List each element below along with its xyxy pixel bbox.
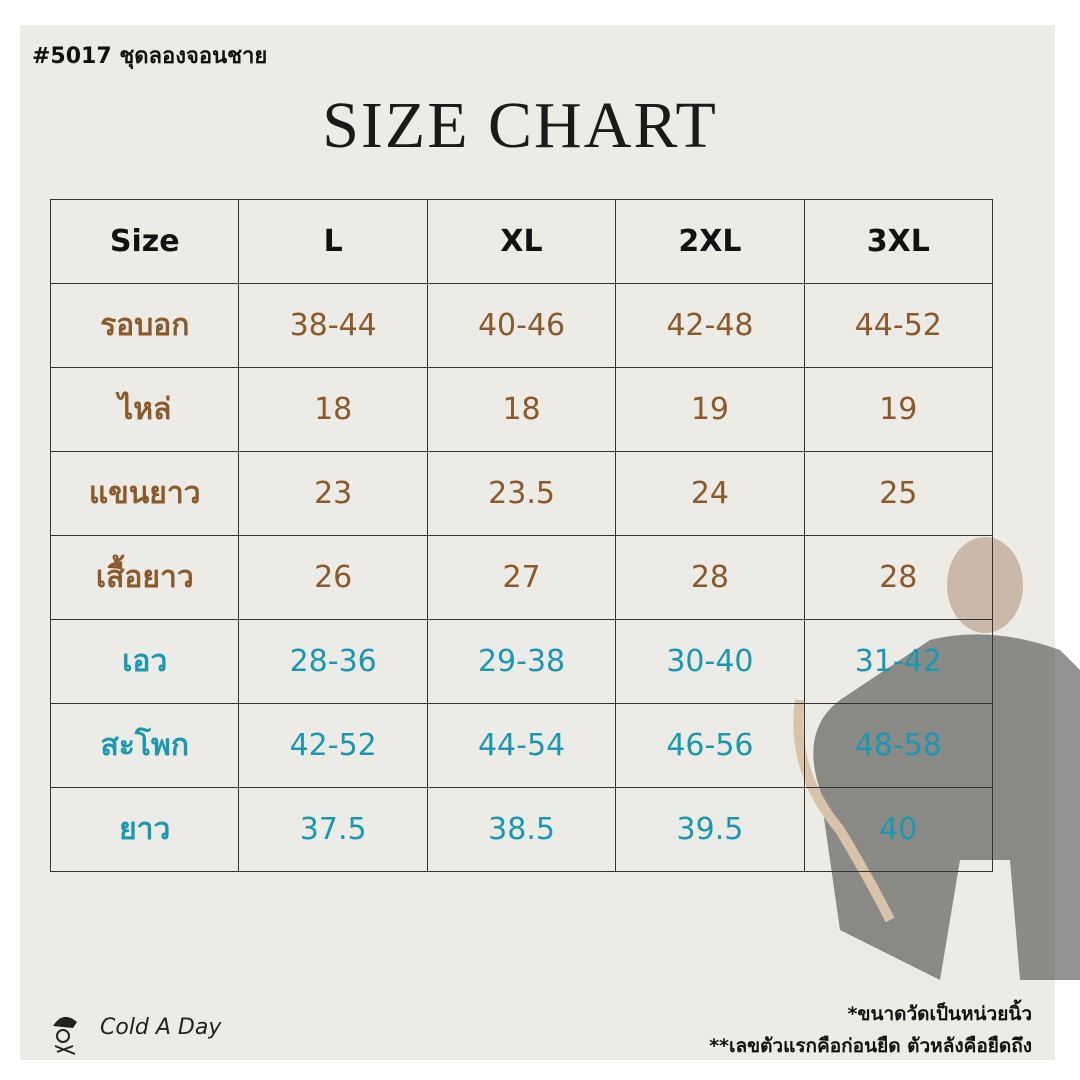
note: *ขนาดวัดเป็นหน่วยนิ้ว (847, 1003, 1032, 1025)
cell: 24 (615, 451, 805, 536)
cell: 39.5 (615, 787, 805, 872)
cell: 19 (615, 367, 805, 452)
cell: 25 (803, 451, 994, 536)
cell: 37.5 (238, 787, 428, 872)
cell: 44-52 (803, 283, 994, 368)
table-row: ไหล่ 18 18 19 19 (49, 367, 994, 452)
cell: 28 (615, 535, 805, 620)
table-row: รอบอก 38-44 40-46 42-48 44-52 (49, 283, 994, 368)
row-label: เสื้อยาว (49, 535, 240, 620)
table-row: สะโพก 42-52 44-54 46-56 48-58 (49, 703, 994, 788)
cell: 29-38 (426, 619, 617, 704)
cell: 42-52 (238, 703, 428, 788)
cell: 38.5 (426, 787, 617, 872)
cell: 46-56 (615, 703, 805, 788)
row-label: ไหล่ (49, 367, 240, 452)
cell: 40 (803, 787, 994, 872)
cell: 28-36 (238, 619, 428, 704)
notes: *ขนาดวัดเป็นหน่วยนิ้ว **เลขตัวแรกคือก่อน… (709, 998, 1032, 1062)
cell: 23 (238, 451, 428, 536)
table-row: เอว 28-36 29-38 30-40 31-42 (49, 619, 994, 704)
brand-name: Cold A Day (100, 1015, 222, 1040)
cell: 38-44 (238, 283, 428, 368)
title: SIZE CHART (322, 89, 718, 162)
cell: 48-58 (803, 703, 994, 788)
cell: 18 (238, 367, 428, 452)
row-label: แขนยาว (49, 451, 240, 536)
table-row: เสื้อยาว 26 27 28 28 (49, 535, 994, 620)
cell: 31-42 (803, 619, 994, 704)
cell: 42-48 (615, 283, 805, 368)
header-cell: 2XL (615, 199, 805, 284)
table-row: แขนยาว 23 23.5 24 25 (49, 451, 994, 536)
row-label: รอบอก (49, 283, 240, 368)
header-cell: L (238, 199, 428, 284)
cell: 40-46 (426, 283, 617, 368)
cell: 26 (238, 535, 428, 620)
note: **เลขตัวแรกคือก่อนยืด ตัวหลังคือยืดถึง (709, 1035, 1032, 1057)
table-row: ยาว 37.5 38.5 39.5 40 (49, 787, 994, 872)
row-label: สะโพก (49, 703, 240, 788)
cell: 18 (426, 367, 617, 452)
logo-icon (53, 1016, 77, 1055)
header-row: Size L XL 2XL 3XL (49, 199, 994, 284)
cell: 27 (426, 535, 617, 620)
header-cell: 3XL (803, 199, 994, 284)
row-label: เอว (49, 619, 240, 704)
row-label: ยาว (49, 787, 240, 872)
cell: 19 (803, 367, 994, 452)
cell: 28 (803, 535, 994, 620)
product-code: #5017 ชุดลองจอนชาย (32, 44, 268, 69)
cell: 44-54 (426, 703, 617, 788)
cell: 23.5 (426, 451, 617, 536)
header-cell: Size (49, 199, 240, 284)
header-cell: XL (426, 199, 617, 284)
size-table: Size L XL 2XL 3XL รอบอก 38-44 40-46 42-48 44-52 ไห… (49, 199, 994, 872)
cell: 30-40 (615, 619, 805, 704)
